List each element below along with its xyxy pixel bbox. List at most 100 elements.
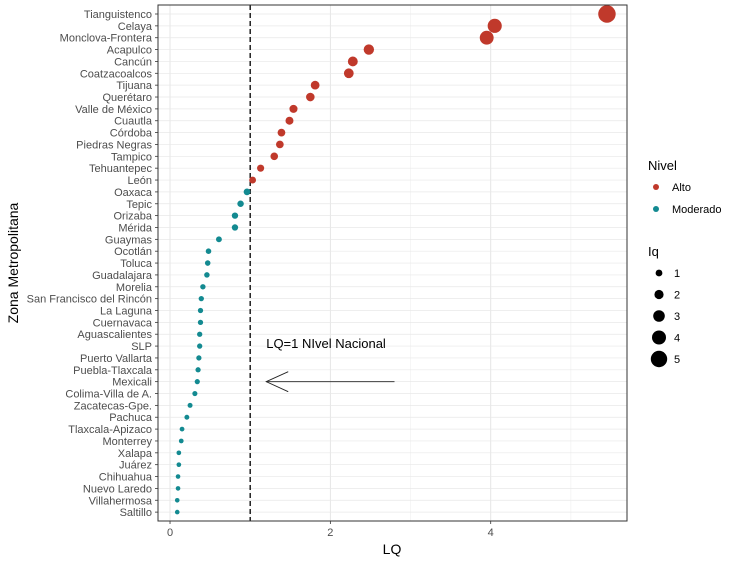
y-tick-label: Puerto Vallarta [80,353,153,365]
data-point [276,140,284,149]
data-point [204,272,210,278]
y-tick-label: Cancún [114,56,152,68]
legend-iq-label: 2 [674,290,680,302]
data-point [176,450,182,456]
y-tick-label: Toluca [120,258,153,270]
data-point [257,164,265,172]
legend-iq-label: 1 [674,268,680,280]
grid [158,5,627,521]
y-tick-label: Orizaba [113,211,152,223]
y-tick-label: Tampico [111,151,152,163]
legend-iq-label: 3 [674,311,680,323]
y-tick-label: Mexicali [112,377,152,389]
y-tick-label: Zacatecas-Gpe. [74,400,152,412]
data-point [277,128,286,137]
data-point [347,56,358,67]
legend-iq-key [652,330,666,345]
annotation-arrow-head [265,371,289,393]
data-point [197,307,204,314]
y-tick-label: Cuernavaca [93,317,153,329]
y-axis-title: Zona Metropolitana [5,202,21,323]
data-points [174,5,616,515]
legend-iq-label: 4 [674,333,680,345]
legend-iq-key [653,310,665,322]
legend-iq-title: Iq [648,244,659,259]
y-tick-labels: TianguistencoCelayaMonclova-FronteraAcap… [27,9,153,519]
data-point [204,260,211,266]
data-point [205,248,212,254]
data-point [231,224,239,231]
y-tick-label: Tianguistenco [84,9,152,21]
y-tick-label: Aguascalientes [77,329,152,341]
y-tick-label: La Laguna [100,306,153,318]
y-tick-label: Juárez [119,460,152,472]
legend-nivel-title: Nivel [648,158,677,173]
y-tick-label: Oaxaca [114,187,153,199]
legend-nivel-label: Moderado [672,204,722,216]
data-point [598,5,616,23]
data-point [176,462,182,468]
legend-iq-key [654,289,664,300]
data-point [270,152,279,161]
data-point [174,509,180,515]
y-tick-label: Querétaro [102,92,152,104]
data-point [196,355,202,361]
y-tick-label: Xalapa [118,448,153,460]
legend-iq-label: 5 [674,354,680,366]
y-tick-label: Tlaxcala-Apizaco [68,424,152,436]
data-point [194,379,200,385]
y-tick-label: Pachuca [109,412,153,424]
y-tick-label: Tepic [126,199,152,211]
data-point [310,80,320,90]
data-point [200,284,206,290]
y-tick-label: Piedras Negras [76,139,152,151]
y-tick-label: SLP [131,341,152,353]
data-point [343,68,354,79]
legend-nivel: Nivel Alto Moderado [648,158,722,216]
data-point [243,188,251,196]
data-point [175,474,181,479]
y-tick-label: Saltillo [120,507,152,519]
data-point [174,497,180,503]
data-point [175,486,181,491]
y-tick-label: Puebla-Tlaxcala [73,365,153,377]
data-point [197,343,203,349]
y-tick-label: Chihuahua [99,472,153,484]
legend-nivel-label: Alto [672,182,691,194]
y-tick-label: Coatzacoalcos [80,68,153,80]
data-point [197,319,204,326]
data-point [195,367,201,373]
x-axis-title: LQ [383,541,402,557]
data-point [363,44,375,55]
y-tick-label: Cuautla [114,116,153,128]
y-tick-label: León [128,175,152,187]
legend-iq-key [650,350,668,368]
y-tick-label: Acapulco [107,45,152,57]
y-tick-label: Tijuana [116,80,153,92]
y-tick-label: Guaymas [105,234,153,246]
data-point [198,295,204,302]
y-tick-label: Monclova-Frontera [60,33,153,45]
annotation-group: LQ=1 NIvel Nacional [265,336,395,393]
y-tick-label: Guadalajara [92,270,153,282]
data-point [237,200,244,208]
y-tick-label: Mérida [118,222,153,234]
data-point [178,438,184,444]
y-tick-label: Monterrey [102,436,152,448]
data-point [197,331,203,337]
y-tick-label: Nuevo Laredo [83,483,152,495]
data-point [184,414,190,420]
data-point [215,236,222,243]
x-tick-label: 2 [327,527,333,539]
x-tick-labels: 0 2 4 [167,521,494,539]
data-point [231,212,239,219]
x-tick-label: 0 [167,527,173,539]
annotation-text: LQ=1 NIvel Nacional [266,336,386,351]
y-tick-label: Villahermosa [89,495,153,507]
legend-nivel-key [653,184,659,190]
y-tick-label: Córdoba [110,128,153,140]
data-point [306,92,315,102]
data-point [289,104,298,113]
legend-iq: Iq 1 2 3 4 5 [648,244,680,368]
